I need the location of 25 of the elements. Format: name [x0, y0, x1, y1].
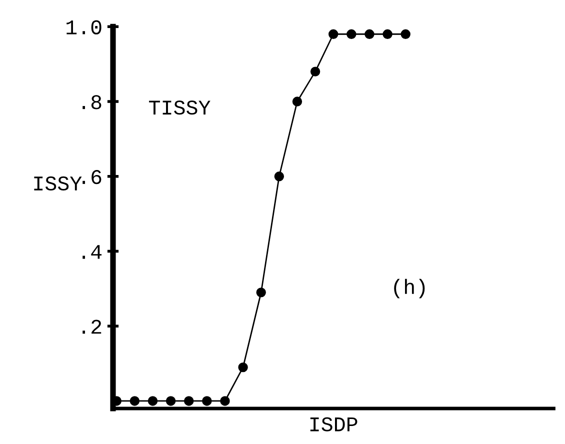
- y-tick-label: .4: [82, 245, 102, 259]
- x-axis-title: ISDP: [310, 417, 358, 432]
- point: [364, 29, 374, 39]
- y-tick-label: .8: [82, 95, 102, 110]
- y-axis-title: ISSY: [34, 176, 82, 191]
- y-tick-label: .2: [82, 320, 102, 334]
- y-tick-label: 1.0: [66, 20, 102, 34]
- point: [202, 396, 212, 406]
- point: [346, 29, 356, 39]
- point: [274, 172, 284, 182]
- point: [166, 396, 176, 406]
- point: [184, 396, 194, 406]
- point: [292, 96, 302, 106]
- point: [238, 362, 248, 372]
- y-tick-label: .6: [82, 170, 102, 184]
- point: [400, 29, 410, 39]
- point: [220, 396, 230, 406]
- point: [130, 396, 140, 406]
- annotation: (h): [394, 278, 425, 298]
- point: [382, 29, 392, 39]
- point: [148, 396, 158, 406]
- annotation: TISSY: [149, 100, 210, 115]
- point: [328, 29, 338, 39]
- point: [310, 66, 320, 76]
- point: [256, 288, 266, 298]
